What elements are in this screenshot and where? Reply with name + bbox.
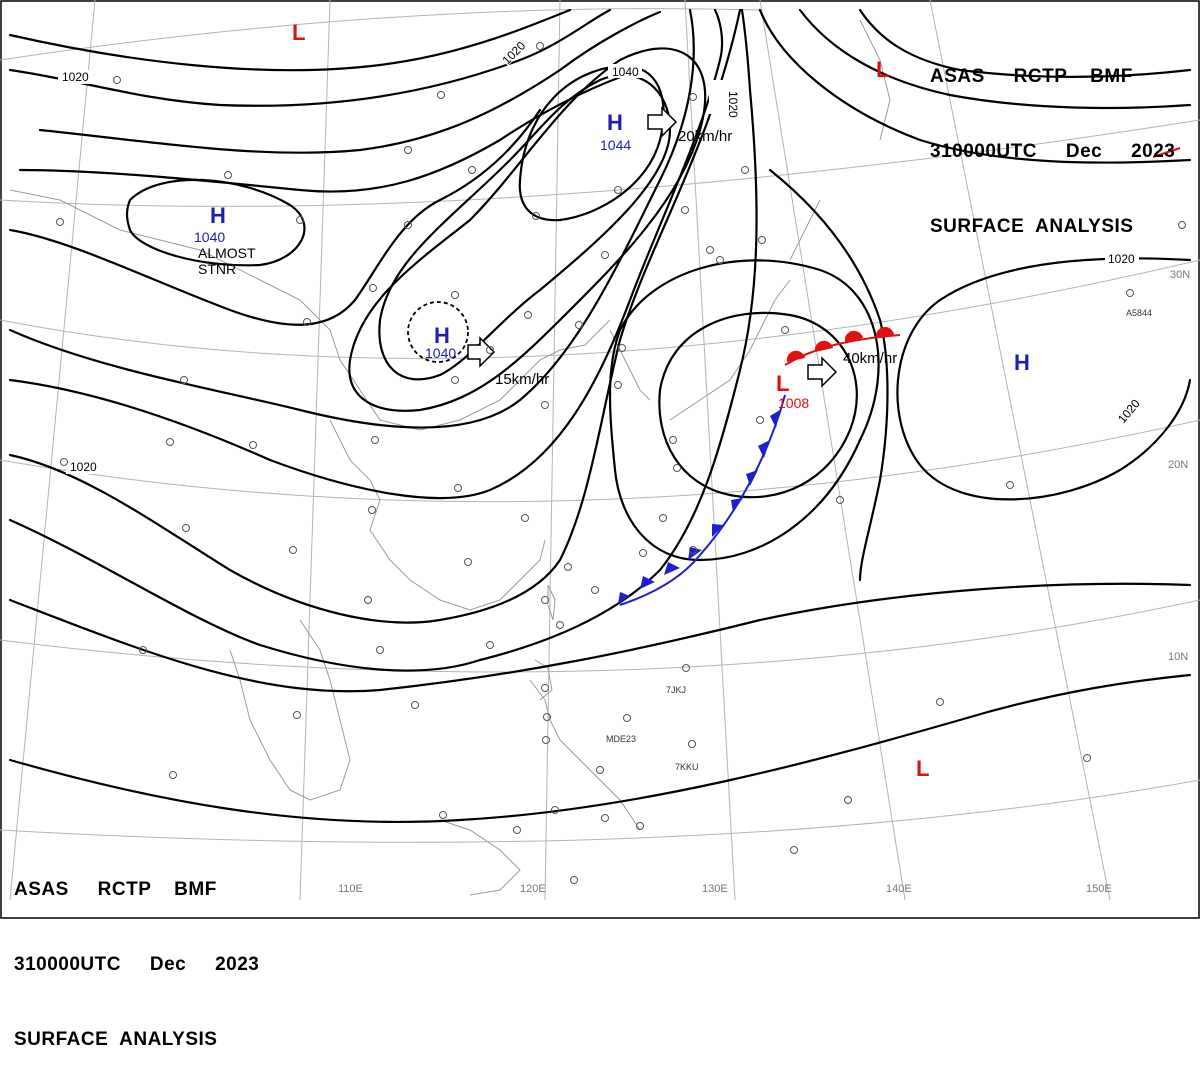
stationary-note-line: ALMOST — [198, 245, 256, 261]
isobar-east-north-1 — [758, 8, 1192, 164]
high-center-value: 1040 — [425, 345, 456, 361]
stationary-note-line: STNR — [198, 261, 236, 277]
isobar-center-3 — [8, 8, 695, 429]
coast-luzon — [534, 659, 553, 701]
latitude-label: 10N — [1168, 651, 1188, 663]
isobars — [8, 8, 1192, 824]
coast-japan-north — [789, 199, 821, 261]
red-marker — [1152, 147, 1181, 158]
station-code: 7JKJ — [666, 685, 686, 695]
coast-china — [9, 189, 611, 431]
chart-header-top-right: ASAS RCTP BMF 310000UTC Dec 2023 SURFACE… — [930, 14, 1175, 264]
motion-label: 15km/hr — [495, 371, 549, 388]
low-center-label: L — [776, 371, 789, 396]
isobar-south-1 — [8, 8, 758, 672]
meridian-120e — [544, 0, 561, 901]
motion-arrow-icon — [807, 356, 838, 388]
isobar-label: 1020 — [726, 91, 740, 118]
coastlines — [9, 19, 891, 896]
parallel-10n — [0, 419, 1200, 503]
isobar-north-2 — [8, 8, 612, 107]
longitude-label: 110E — [338, 883, 363, 895]
graticule — [0, 0, 1200, 901]
coast-borneo — [439, 819, 521, 896]
isobar-h1040-west — [125, 178, 306, 267]
isobar-low-inner — [658, 311, 858, 499]
latitude-label: 20N — [1168, 459, 1188, 471]
longitude-label: 140E — [886, 883, 912, 895]
isobar-east-h — [896, 257, 1192, 501]
cold-front — [618, 394, 786, 606]
low-center-label: L — [876, 57, 889, 82]
isobar-north-1 — [8, 8, 572, 72]
isobar-1020-main — [8, 8, 742, 624]
longitude-label: 120E — [520, 883, 546, 895]
isobar-north-3 — [38, 10, 662, 154]
warm-front — [784, 326, 901, 366]
station-plots — [56, 42, 1186, 884]
header-line: 310000UTC Dec 2023 — [14, 954, 260, 975]
isobar-low-outer — [608, 259, 880, 562]
parallel-m10 — [0, 779, 1200, 843]
isobar-label: 1020 — [70, 460, 97, 474]
header-line: 310000UTC Dec 2023 — [930, 141, 1176, 162]
high-center-label: H — [434, 323, 450, 348]
isobar-center-4 — [8, 8, 724, 500]
motion-arrows — [467, 106, 838, 388]
coast-kamchatka — [859, 19, 891, 141]
header-line: SURFACE ANALYSIS — [14, 1029, 218, 1050]
isobar-far-south-2 — [8, 673, 1192, 824]
parallel-30n — [0, 119, 1200, 207]
low-center-label: L — [916, 756, 929, 781]
station-code: A5844 — [1126, 308, 1152, 318]
coast-indochina — [229, 619, 351, 801]
isobar-label: 1040 — [612, 65, 639, 79]
motion-label: 20km/hr — [678, 128, 732, 145]
isobar-east-mid — [768, 168, 889, 582]
high-center-value: 1044 — [600, 137, 631, 153]
latitude-label: 30N — [1170, 269, 1190, 281]
longitude-label: 130E — [702, 883, 728, 895]
weather-map: 1020 1020 1040 1020 1020 1020 1020 — [0, 0, 1200, 919]
isobar-dashed-high — [407, 301, 469, 363]
low-center-label: L — [292, 20, 305, 45]
longitude-label: 150E — [1086, 883, 1112, 895]
header-line: ASAS RCTP BMF — [14, 879, 217, 900]
isobar-east-north-3 — [858, 8, 1192, 78]
high-center-label: H — [210, 203, 226, 228]
isobar-label: 1020 — [62, 70, 89, 84]
isobar-far-south-1 — [8, 582, 1192, 693]
coast-philippines — [529, 679, 641, 831]
motion-arrow-icon — [467, 336, 496, 368]
isobar-east-north-2 — [798, 8, 1192, 110]
motion-labels: 20km/hr 15km/hr 40km/hr — [495, 128, 897, 388]
chart-header-bottom-left: ASAS RCTP BMF 310000UTC Dec 2023 SURFACE… — [14, 827, 259, 1077]
coast-china-south — [329, 419, 546, 611]
parallel-40n — [0, 8, 761, 61]
parallel-20n — [0, 259, 1200, 359]
station-code: MDE23 — [606, 734, 636, 744]
station-code: 7KKU — [675, 762, 699, 772]
parallel-0 — [0, 599, 1200, 673]
coast-japan-honshu — [669, 279, 791, 421]
isobar-center-1 — [378, 74, 672, 381]
high-center-value: 1040 — [194, 229, 225, 245]
header-line: SURFACE ANALYSIS — [930, 216, 1134, 237]
graticule-labels: 110E 120E 130E 140E 150E 30N 20N 10N — [338, 269, 1190, 895]
motion-label: 40km/hr — [843, 350, 897, 367]
meridian-110e — [299, 0, 331, 901]
motion-arrow-icon — [647, 106, 678, 138]
meridian-140e — [759, 0, 906, 901]
isobar-1036-west — [8, 108, 542, 326]
pressure-centers: H 1040 ALMOST STNR H 1044 H 1040 H L L L… — [194, 20, 1030, 781]
low-center-value: 1008 — [778, 395, 809, 411]
meridian-100e — [9, 0, 96, 901]
high-center-label: H — [607, 110, 623, 135]
station-codes: 7JKJ MDE23 7KKU A5844 — [606, 308, 1152, 772]
header-line: ASAS RCTP BMF — [930, 66, 1133, 87]
high-center-label: H — [1014, 350, 1030, 375]
isobar-label: 1020 — [1108, 252, 1135, 266]
